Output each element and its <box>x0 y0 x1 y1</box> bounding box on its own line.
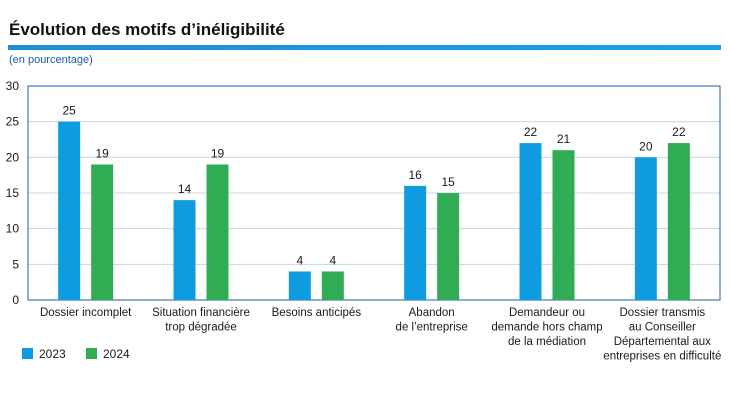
y-tick-label: 30 <box>6 79 20 93</box>
chart-subtitle: (en pourcentage) <box>9 54 93 66</box>
data-label: 14 <box>178 182 192 196</box>
category-label: Abandon de l’entreprise <box>396 307 468 334</box>
category-label-line: de la médiation <box>508 336 586 348</box>
bar-2023-5 <box>519 143 542 300</box>
title-rule <box>8 45 721 50</box>
plot-frame <box>27 85 721 301</box>
category-label-line: au Conseiller <box>629 322 696 334</box>
data-label: 19 <box>211 146 225 160</box>
chart-title: Évolution des motifs d’inéligibilité <box>9 20 285 39</box>
category-label-line: Dossier incomplet <box>40 307 132 319</box>
data-label: 25 <box>62 104 76 118</box>
category-label: Situation financière trop dégradée <box>152 307 250 334</box>
category-label-line: Besoins anticipés <box>272 307 362 319</box>
legend-swatch-2024 <box>86 348 97 359</box>
bar-2024-2 <box>206 164 229 300</box>
category-label: Demandeur ou demande hors champ de la médi… <box>491 307 602 348</box>
bar-2023-6 <box>634 157 657 300</box>
bar-2024-6 <box>667 143 690 300</box>
category-label-line: Situation financière <box>152 307 250 319</box>
category-label-line: Dossier transmis <box>620 307 706 319</box>
legend-label-2024: 2024 <box>103 347 130 361</box>
category-label-line: demande hors champ <box>491 322 602 334</box>
data-label: 22 <box>672 125 686 139</box>
category-label-line: de l’entreprise <box>396 322 468 334</box>
data-label: 16 <box>408 168 422 182</box>
y-tick-label: 25 <box>6 115 20 129</box>
bar-2024-5 <box>552 150 575 300</box>
data-label: 21 <box>557 132 571 146</box>
y-tick-label: 20 <box>6 150 20 164</box>
category-label-line: Abandon <box>409 307 455 319</box>
data-label: 19 <box>95 146 109 160</box>
category-label-line: trop dégradée <box>165 322 237 334</box>
category-label: Besoins anticipés <box>272 307 362 319</box>
bar-2024-1 <box>91 164 114 300</box>
category-label-line: Départemental aux <box>614 336 711 348</box>
bar-2024-3 <box>321 271 344 300</box>
bar-2023-2 <box>173 200 196 300</box>
data-label: 4 <box>296 253 303 267</box>
y-tick-label: 0 <box>12 293 19 307</box>
data-label: 15 <box>441 175 455 189</box>
legend-label-2023: 2023 <box>39 347 66 361</box>
category-label: Dossier transmis au Conseiller Département… <box>603 307 721 363</box>
data-label: 20 <box>639 139 653 153</box>
data-label: 4 <box>329 253 336 267</box>
y-tick-label: 10 <box>6 222 20 236</box>
bar-2024-4 <box>437 193 460 300</box>
category-label-line: Demandeur ou <box>509 307 585 319</box>
bar-2023-3 <box>288 271 311 300</box>
bar-2023-1 <box>58 121 81 301</box>
y-tick-label: 5 <box>12 257 19 271</box>
data-label: 22 <box>524 125 538 139</box>
bar-2023-4 <box>404 185 427 300</box>
category-label: Dossier incomplet <box>40 307 132 319</box>
category-label-line: entreprises en difficulté <box>603 351 721 363</box>
y-tick-label: 15 <box>6 186 20 200</box>
legend-swatch-2023 <box>22 348 33 359</box>
